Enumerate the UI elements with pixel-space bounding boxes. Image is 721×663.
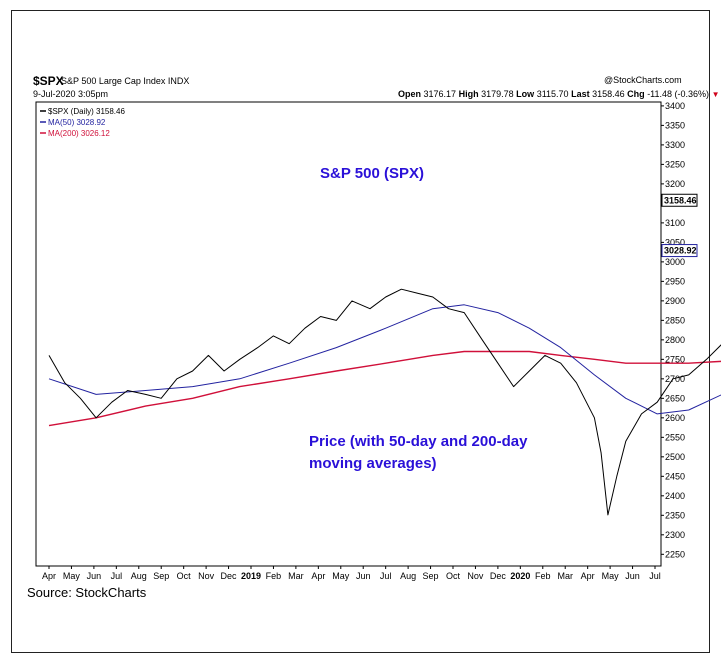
- open-value: 3176.17: [423, 89, 457, 99]
- x-tick-label: Feb: [266, 571, 282, 581]
- y-tick-label: 2950: [665, 276, 685, 286]
- y-tick-label: 3200: [665, 179, 685, 189]
- x-tick-label: Sep: [153, 571, 169, 581]
- y-tick-label: 3300: [665, 140, 685, 150]
- legend-label: MA(200) 3026.12: [48, 129, 110, 138]
- x-tick-label: Mar: [288, 571, 304, 581]
- source-note: Source: StockCharts: [27, 585, 147, 600]
- y-tick-label: 3100: [665, 218, 685, 228]
- last-label: Last: [571, 89, 590, 99]
- series-line-price: [48, 288, 721, 516]
- y-tick-label: 2850: [665, 315, 685, 325]
- y-tick-label: 3350: [665, 120, 685, 130]
- series-lines: [48, 288, 721, 516]
- x-tick-label: Dec: [490, 571, 507, 581]
- last-value-labels: 3158.46 3028.92: [661, 193, 698, 258]
- x-tick-label: May: [602, 571, 620, 581]
- y-tick-label: 2350: [665, 510, 685, 520]
- x-tick-label: Jul: [111, 571, 123, 581]
- x-axis: Apr May Jun Jul Aug Sep Oct Nov Dec 2019 Feb Mar Apr…: [42, 566, 661, 581]
- x-tick-label: 2019: [241, 571, 261, 581]
- last-value: 3158.46: [592, 89, 625, 99]
- x-tick-label: Nov: [198, 571, 215, 581]
- y-tick-label: 2550: [665, 432, 685, 442]
- figure-frame: [11, 10, 710, 653]
- x-tick-label: Sep: [423, 571, 439, 581]
- y-tick-label: 3050: [665, 237, 685, 247]
- chart-datetime: 9-Jul-2020 3:05pm: [33, 89, 109, 99]
- y-tick-label: 2900: [665, 296, 685, 306]
- y-tick-label: 2500: [665, 452, 685, 462]
- symbol-label: $SPX: [33, 74, 64, 88]
- x-tick-label: Apr: [311, 571, 325, 581]
- y-tick-label: 2400: [665, 491, 685, 501]
- y-tick-label: 2800: [665, 335, 685, 345]
- x-tick-label: Jul: [649, 571, 661, 581]
- series-line-ma200: [48, 350, 721, 427]
- last-value-box: [661, 244, 698, 258]
- last-value-text: 3158.46: [664, 195, 697, 205]
- y-tick-label: 3250: [665, 159, 685, 169]
- x-tick-label: Aug: [400, 571, 416, 581]
- x-tick-label: Apr: [581, 571, 595, 581]
- high-value: 3179.78: [481, 89, 514, 99]
- x-tick-label: May: [332, 571, 350, 581]
- y-tick-label: 2700: [665, 374, 685, 384]
- series-line-ma50: [48, 304, 721, 415]
- brand-label: @StockCharts.com: [604, 75, 682, 85]
- ohlc-readout: Open 3176.17 High 3179.78 Low 3115.70 La…: [398, 90, 720, 99]
- x-tick-label: Oct: [446, 571, 461, 581]
- x-tick-label: Dec: [221, 571, 238, 581]
- y-tick-label: 2750: [665, 354, 685, 364]
- high-label: High: [458, 89, 479, 99]
- x-tick-label: Apr: [42, 571, 56, 581]
- symbol-description: S&P 500 Large Cap Index INDX: [61, 76, 190, 86]
- x-tick-label: Aug: [131, 571, 147, 581]
- x-tick-label: Nov: [467, 571, 484, 581]
- legend-label: $SPX (Daily) 3158.46: [48, 107, 125, 116]
- y-tick-label: 2600: [665, 413, 685, 423]
- open-label: Open: [398, 89, 422, 99]
- last-value-box: [661, 193, 698, 207]
- low-value: 3115.70: [536, 89, 569, 99]
- y-tick-label: 3000: [665, 257, 685, 267]
- x-tick-label: Mar: [557, 571, 573, 581]
- plot-area: [35, 101, 662, 567]
- y-tick-label: 2450: [665, 471, 685, 481]
- x-tick-label: May: [63, 571, 81, 581]
- y-axis: 2250 2300 2350 2400 2450 2500 2550 2600 2650 2700…: [661, 101, 685, 559]
- chg-label: Chg: [627, 89, 645, 99]
- y-tick-label: 2250: [665, 549, 685, 559]
- x-tick-label: Jun: [356, 571, 371, 581]
- legend: $SPX (Daily) 3158.46 MA(50) 3028.92 MA(200…: [40, 107, 125, 138]
- chg-value: -11.48 (-0.36%): [647, 89, 710, 99]
- legend-label: MA(50) 3028.92: [48, 118, 106, 127]
- x-tick-label: Oct: [177, 571, 192, 581]
- x-tick-label: Feb: [535, 571, 551, 581]
- y-tick-label: 2650: [665, 393, 685, 403]
- annotation-line-1: Price (with 50-day and 200-day: [309, 433, 528, 450]
- chg-down-arrow-icon: ▼: [711, 90, 720, 99]
- x-tick-label: Jun: [625, 571, 640, 581]
- last-value-text: 3028.92: [664, 246, 697, 256]
- low-label: Low: [516, 89, 535, 99]
- chart-title: S&P 500 (SPX): [320, 165, 424, 182]
- y-tick-label: 2300: [665, 530, 685, 540]
- x-tick-label: Jun: [87, 571, 102, 581]
- y-tick-label: 3400: [665, 101, 685, 111]
- x-tick-label: Jul: [380, 571, 392, 581]
- x-tick-label: 2020: [510, 571, 530, 581]
- annotation-line-2: moving averages): [309, 455, 437, 472]
